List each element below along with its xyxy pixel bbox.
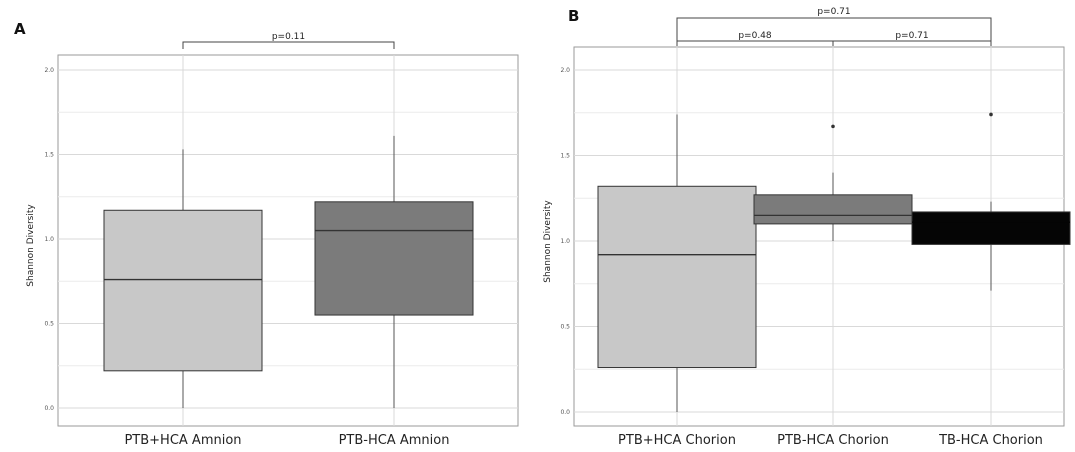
panel-a-y-tick-label: 0.0 (44, 405, 54, 412)
panel-b-x-category-label: PTB+HCA Chorion (618, 433, 736, 448)
panel-b-y-tick-label: 1.0 (560, 238, 570, 245)
panel-b-y-tick-label: 0.5 (560, 324, 570, 331)
panel-b-significance-bracket (832, 40, 992, 46)
panel-b-p-value-label: p=0.71 (895, 31, 928, 41)
panel-b-outlier-point (989, 112, 993, 117)
panel-a-y-tick-label: 1.0 (44, 236, 54, 243)
panel-b-outlier-point (831, 124, 835, 129)
panel-b-p-value-label: p=0.71 (817, 7, 850, 17)
panel-b-significance-bracket (676, 17, 992, 46)
panel-b-x-category-label: TB-HCA Chorion (938, 433, 1043, 448)
panel-b-p-value-label: p=0.48 (738, 31, 772, 41)
panel-b-y-tick-label: 1.5 (560, 153, 570, 160)
panel-b-significance-bracket (676, 40, 834, 46)
panel-a-y-tick-label: 1.5 (44, 152, 54, 159)
panel-b-label: B (568, 7, 579, 25)
panel-b-y-tick-label: 0.0 (560, 409, 570, 416)
panel-a-p-value-label: p=0.11 (272, 32, 305, 42)
panel-b-box (911, 211, 1071, 245)
panel-b-y-axis-label: Shannon Diversity (543, 200, 553, 283)
panel-b-box (597, 185, 757, 369)
panel-a-y-axis-label: Shannon Diversity (26, 204, 36, 287)
panel-a-y-tick-label: 2.0 (44, 67, 54, 74)
panel-b-y-tick-label: 2.0 (560, 67, 570, 74)
panel-a-box (103, 209, 263, 372)
panel-b-x-category-label: PTB-HCA Chorion (777, 433, 889, 448)
panel-a-y-tick-label: 0.5 (44, 321, 54, 328)
panel-a-x-category-label: PTB+HCA Amnion (124, 433, 241, 448)
panel-a-x-category-label: PTB-HCA Amnion (339, 433, 450, 448)
panel-a-significance-bracket (182, 41, 395, 49)
panel-b-box (753, 194, 913, 225)
panel-a-label: A (14, 20, 26, 38)
panel-a-box (314, 201, 474, 316)
